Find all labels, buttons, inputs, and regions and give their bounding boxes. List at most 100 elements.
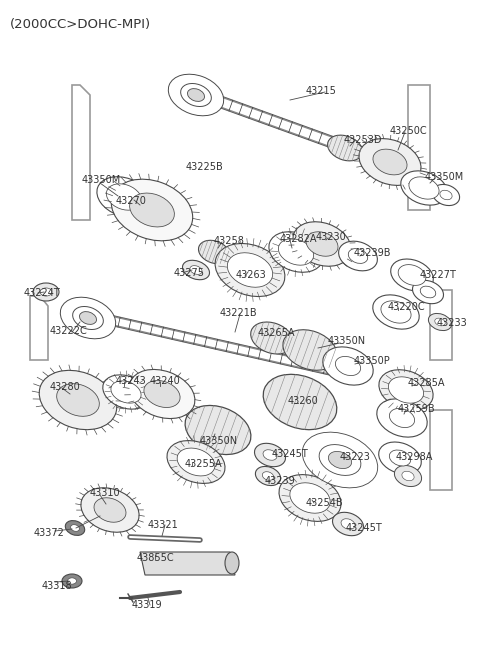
Ellipse shape <box>359 138 421 185</box>
Ellipse shape <box>263 375 337 429</box>
Ellipse shape <box>379 442 421 474</box>
Ellipse shape <box>144 381 180 407</box>
Ellipse shape <box>107 184 142 210</box>
Ellipse shape <box>225 552 239 574</box>
Ellipse shape <box>228 253 273 287</box>
Ellipse shape <box>57 384 99 416</box>
Ellipse shape <box>278 239 313 265</box>
Ellipse shape <box>279 474 341 521</box>
Text: 43233: 43233 <box>437 318 468 328</box>
Text: 43270: 43270 <box>116 196 147 206</box>
Ellipse shape <box>336 357 360 375</box>
Text: 43318: 43318 <box>42 581 72 591</box>
Polygon shape <box>140 552 235 575</box>
Text: 43239B: 43239B <box>354 248 392 258</box>
Ellipse shape <box>341 518 355 529</box>
Ellipse shape <box>251 322 293 354</box>
Ellipse shape <box>269 231 323 272</box>
Text: 43310: 43310 <box>90 488 120 498</box>
Text: 43372: 43372 <box>34 528 65 538</box>
Ellipse shape <box>319 445 361 476</box>
Ellipse shape <box>432 185 459 205</box>
Ellipse shape <box>60 297 116 339</box>
Ellipse shape <box>190 266 202 274</box>
Ellipse shape <box>412 280 444 304</box>
Ellipse shape <box>215 244 285 296</box>
Ellipse shape <box>97 177 151 217</box>
Text: 43350M: 43350M <box>82 175 121 185</box>
Ellipse shape <box>348 249 368 264</box>
Ellipse shape <box>389 450 411 466</box>
Text: 43254B: 43254B <box>306 498 344 508</box>
Ellipse shape <box>67 302 109 334</box>
Text: 43321: 43321 <box>148 520 179 530</box>
Text: 43259B: 43259B <box>398 404 436 414</box>
Ellipse shape <box>65 520 84 535</box>
Text: 43239: 43239 <box>265 476 296 486</box>
Ellipse shape <box>111 179 192 241</box>
Ellipse shape <box>283 330 337 370</box>
Text: 43260: 43260 <box>288 396 319 406</box>
Ellipse shape <box>373 149 407 175</box>
Ellipse shape <box>94 498 126 522</box>
Ellipse shape <box>388 377 424 403</box>
Ellipse shape <box>389 409 415 427</box>
Ellipse shape <box>379 370 433 410</box>
Ellipse shape <box>168 74 224 116</box>
Ellipse shape <box>333 512 363 536</box>
Text: 43224T: 43224T <box>24 288 61 298</box>
Text: 43250C: 43250C <box>390 126 428 136</box>
Text: 43265A: 43265A <box>258 328 296 338</box>
Ellipse shape <box>306 231 338 256</box>
Text: 43255A: 43255A <box>185 459 223 469</box>
Text: 43275: 43275 <box>174 268 205 278</box>
Text: 43258: 43258 <box>214 236 245 246</box>
Ellipse shape <box>40 288 52 296</box>
Ellipse shape <box>311 439 369 482</box>
Ellipse shape <box>420 286 436 298</box>
Ellipse shape <box>435 318 445 326</box>
Text: (2000CC>DOHC-MPI): (2000CC>DOHC-MPI) <box>10 18 151 31</box>
Ellipse shape <box>263 450 277 460</box>
Ellipse shape <box>338 241 377 271</box>
Ellipse shape <box>323 347 373 385</box>
Ellipse shape <box>373 295 419 329</box>
Ellipse shape <box>328 452 352 468</box>
Text: 43230: 43230 <box>316 232 347 242</box>
Text: 43227T: 43227T <box>420 270 457 280</box>
Ellipse shape <box>293 221 351 266</box>
Ellipse shape <box>327 135 362 161</box>
Text: 43221B: 43221B <box>220 308 258 318</box>
Ellipse shape <box>39 371 117 429</box>
Text: 43220C: 43220C <box>388 302 426 312</box>
Ellipse shape <box>255 466 281 486</box>
Ellipse shape <box>440 190 452 200</box>
Ellipse shape <box>81 488 139 533</box>
Ellipse shape <box>263 472 274 480</box>
Text: 43350M: 43350M <box>425 172 464 182</box>
Ellipse shape <box>72 306 103 330</box>
Text: 43253D: 43253D <box>344 135 383 145</box>
Ellipse shape <box>175 79 217 111</box>
Text: 43280: 43280 <box>50 382 81 392</box>
Ellipse shape <box>111 381 141 403</box>
Text: 43245T: 43245T <box>346 523 383 533</box>
Ellipse shape <box>401 171 447 205</box>
Ellipse shape <box>180 84 211 106</box>
Ellipse shape <box>302 432 378 488</box>
Text: 43263: 43263 <box>236 270 267 280</box>
Ellipse shape <box>409 177 439 199</box>
Text: 43215: 43215 <box>306 86 337 96</box>
Ellipse shape <box>68 578 76 584</box>
Text: 43225B: 43225B <box>186 162 224 172</box>
Ellipse shape <box>33 283 59 301</box>
Ellipse shape <box>254 444 286 467</box>
Ellipse shape <box>103 375 149 409</box>
Ellipse shape <box>395 466 421 486</box>
Ellipse shape <box>177 448 215 476</box>
Text: 43285A: 43285A <box>408 378 445 388</box>
Ellipse shape <box>129 369 195 419</box>
Text: 43855C: 43855C <box>137 553 175 563</box>
Text: 43222C: 43222C <box>50 326 88 336</box>
Text: 43319: 43319 <box>132 600 163 610</box>
